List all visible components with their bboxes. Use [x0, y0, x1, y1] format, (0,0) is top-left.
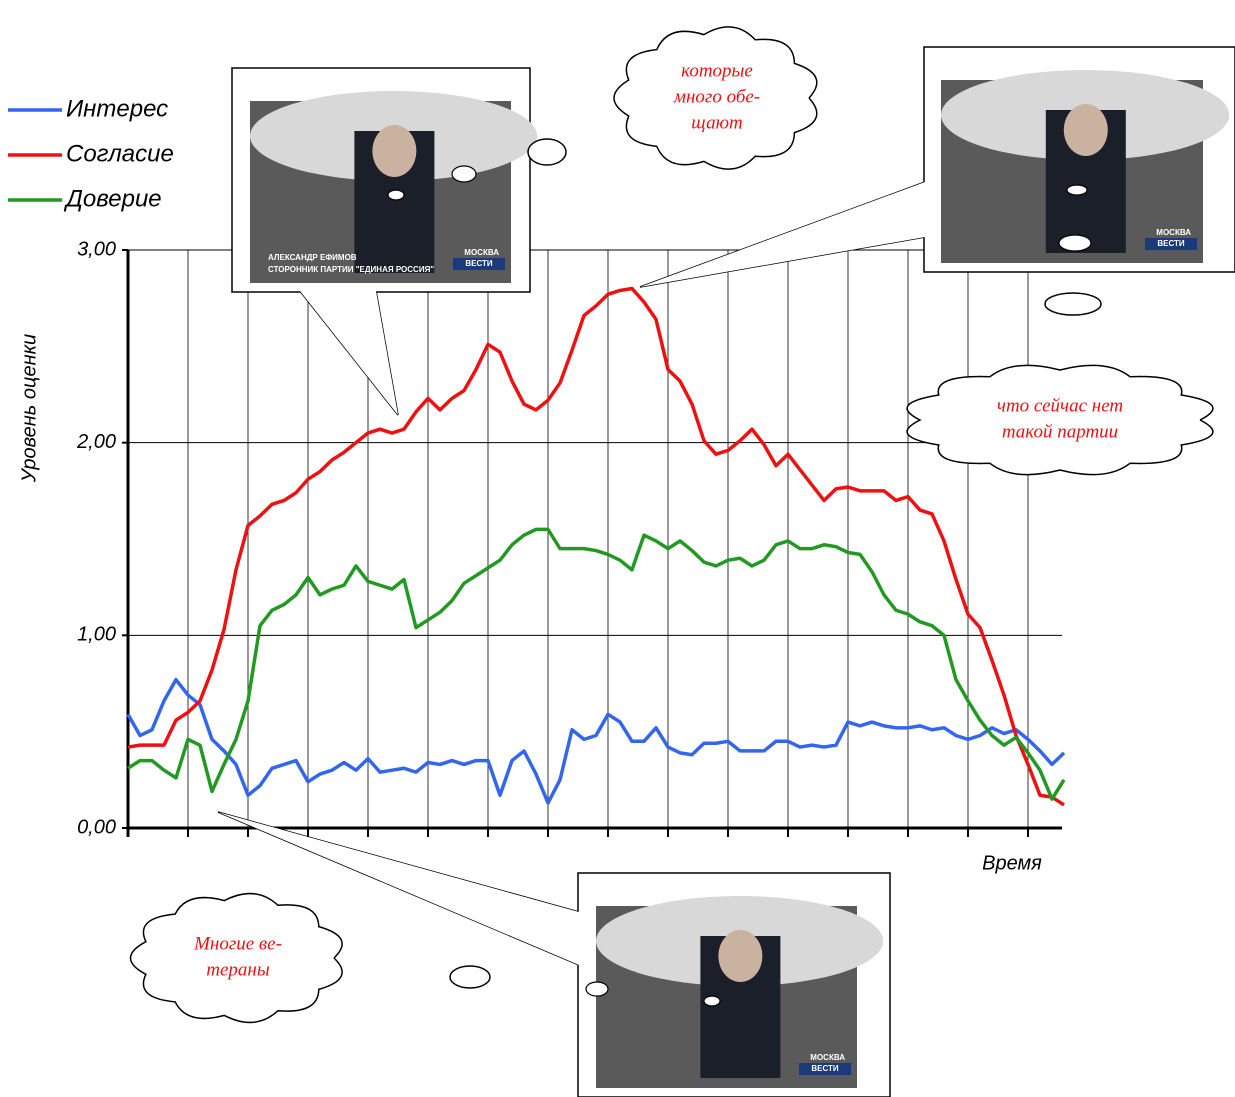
y-tick-label: 1,00 [77, 624, 116, 646]
photo-channel-bg [799, 1063, 851, 1075]
cloud [906, 364, 1214, 476]
cloud-text: что сейчас нет [997, 395, 1123, 416]
cloud-text: Многие ве- [193, 933, 282, 954]
cloud-text: щают [691, 112, 742, 133]
photo-channel-bg [1145, 238, 1197, 250]
thought-dot [703, 995, 721, 1007]
photo-face [372, 125, 417, 177]
y-tick-label: 3,00 [77, 238, 116, 260]
photo-channel-bg [453, 258, 505, 270]
photo-channel: ВЕСТИ [811, 1064, 839, 1073]
legend-label: Интерес [66, 95, 168, 122]
photo-channel: ВЕСТИ [465, 259, 493, 268]
cloud-text: тераны [206, 959, 270, 980]
cloud [613, 26, 818, 170]
cloud-text: много обе- [673, 86, 760, 107]
photo-city: МОСКВА [1156, 228, 1191, 237]
photo-channel: ВЕСТИ [1157, 239, 1185, 248]
thought-dot [585, 981, 609, 997]
thought-bubble [1044, 292, 1102, 316]
y-axis-label: Уровень оценки [18, 334, 40, 483]
thought-dot [1058, 234, 1092, 252]
cloud-text: такой партии [1002, 421, 1118, 442]
callout-pointer-join [218, 812, 579, 965]
y-tick-label: 2,00 [76, 431, 116, 453]
thought-dot [1066, 184, 1088, 196]
series-line [127, 527, 1066, 801]
photo-face [1063, 104, 1108, 156]
photo-city: МОСКВА [464, 248, 499, 257]
cloud-text: которые [681, 60, 753, 81]
photo-face [718, 930, 763, 982]
legend-label: Согласие [66, 140, 174, 167]
thought-bubble [449, 965, 491, 989]
cloud [129, 892, 343, 1024]
thought-dot [451, 165, 477, 183]
plot: 0,00 1,00 2,00 3,00 [76, 238, 1066, 838]
y-tick-label: 0,00 [77, 816, 116, 838]
callout-pointer-join [640, 182, 925, 287]
series-line [126, 677, 1066, 805]
legend-label: Доверие [63, 185, 162, 212]
x-axis-label: Время [982, 852, 1042, 874]
photo-caption: СТОРОННИК ПАРТИИ "ЕДИНАЯ РОССИЯ" [268, 265, 434, 274]
photo-city: МОСКВА [810, 1053, 845, 1062]
thought-dot [387, 189, 405, 201]
annotations: Интерес Согласие Доверие МОСКВА ВЕСТИ АЛЕКСАН… [8, 26, 1235, 1097]
callout-pointer-join [300, 291, 398, 415]
thought-bubble [527, 138, 567, 166]
photo-caption: АЛЕКСАНДР ЕФИМОВ [268, 253, 357, 262]
series-line [127, 286, 1065, 807]
